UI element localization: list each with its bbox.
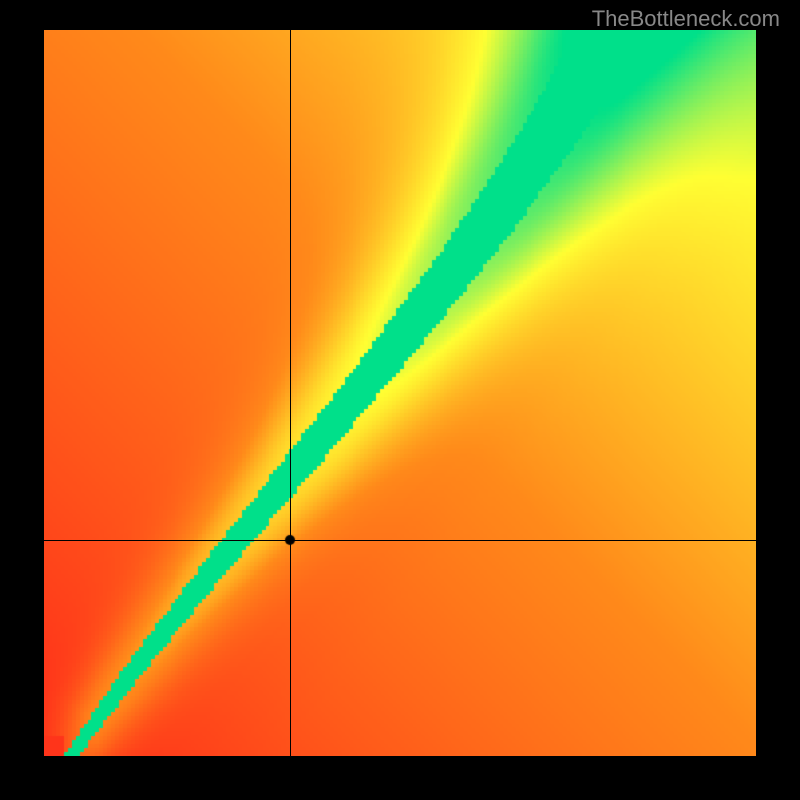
crosshair-marker bbox=[283, 533, 297, 547]
plot-container bbox=[44, 30, 756, 756]
crosshair-horizontal bbox=[44, 540, 756, 541]
bottleneck-heatmap bbox=[44, 30, 756, 756]
attribution-text: TheBottleneck.com bbox=[592, 6, 780, 32]
crosshair-vertical bbox=[290, 30, 291, 756]
